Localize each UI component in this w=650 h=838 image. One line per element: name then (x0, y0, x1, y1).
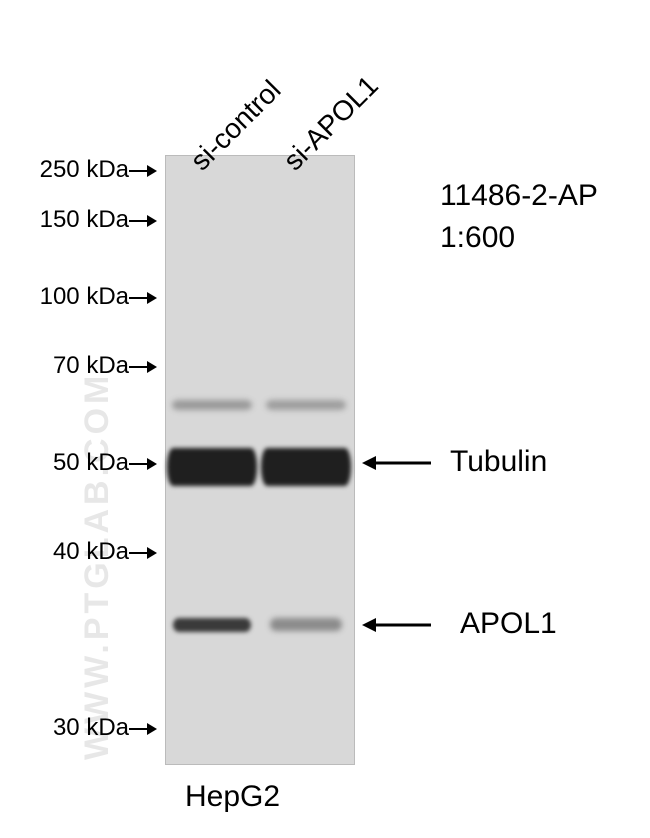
cell-line-label: HepG2 (185, 780, 280, 814)
arrow-right-icon (129, 456, 157, 472)
arrow-right-icon (129, 163, 157, 179)
mw-marker-label: 250 kDa (40, 156, 129, 183)
mw-marker-6: 30 kDa (53, 714, 157, 742)
band-tubulin-apol1 (261, 448, 351, 486)
mw-marker-5: 40 kDa (53, 538, 157, 566)
mw-marker-label: 100 kDa (40, 283, 129, 310)
figure-container: WWW.PTGLAB.COM 11486-2-AP 1:600 HepG2 si… (0, 0, 650, 838)
antibody-dilution: 1:600 (440, 217, 598, 259)
antibody-catalog: 11486-2-AP (440, 175, 598, 217)
band-faint-70-apol1 (266, 400, 346, 410)
mw-marker-4: 50 kDa (53, 449, 157, 477)
arrow-left-icon (362, 615, 431, 635)
mw-marker-label: 30 kDa (53, 714, 129, 741)
arrow-right-icon (129, 359, 157, 375)
mw-marker-label: 150 kDa (40, 206, 129, 233)
antibody-info: 11486-2-AP 1:600 (440, 175, 598, 259)
band-apol1-apol1 (270, 618, 342, 631)
mw-marker-label: 70 kDa (53, 352, 129, 379)
arrow-right-icon (129, 721, 157, 737)
arrow-right-icon (129, 290, 157, 306)
arrow-left-icon (362, 453, 431, 473)
mw-marker-label: 40 kDa (53, 538, 129, 565)
band-apol1-ctrl (173, 618, 251, 632)
band-label-apol1: APOL1 (460, 607, 557, 641)
mw-marker-label: 50 kDa (53, 449, 129, 476)
mw-marker-3: 70 kDa (53, 352, 157, 380)
band-label-tubulin: Tubulin (450, 445, 547, 479)
mw-marker-2: 100 kDa (40, 283, 157, 311)
arrow-right-icon (129, 545, 157, 561)
arrow-right-icon (129, 213, 157, 229)
band-faint-70-ctrl (172, 400, 252, 410)
mw-marker-1: 150 kDa (40, 206, 157, 234)
band-tubulin-ctrl (167, 448, 257, 486)
mw-marker-0: 250 kDa (40, 156, 157, 184)
